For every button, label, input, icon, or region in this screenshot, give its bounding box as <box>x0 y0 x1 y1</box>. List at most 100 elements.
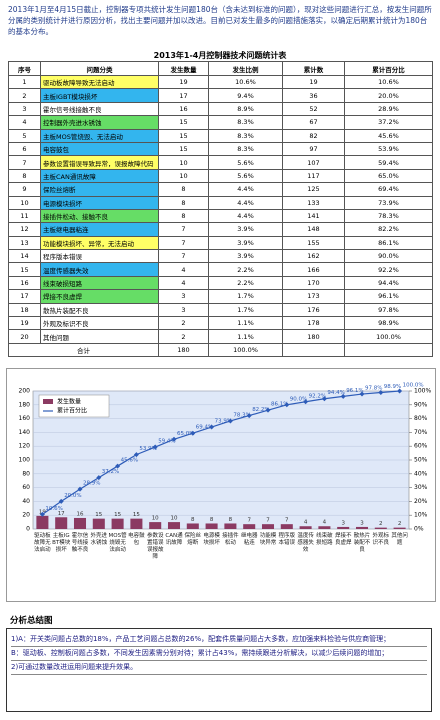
line-marker <box>321 396 327 402</box>
y2-tick-label: 50% <box>414 457 428 464</box>
table-row: 18 散热片装配不良 3 1.7% 176 97.8% <box>8 302 433 318</box>
line-marker <box>246 413 252 419</box>
line-value-label: 28.9% <box>83 481 100 487</box>
bar-value-label: 8 <box>210 517 214 523</box>
table-cell: 19 <box>158 74 209 90</box>
bar-value-label: 2 <box>379 521 383 527</box>
line-value-label: 53.9% <box>139 446 156 452</box>
table-cell: 1.7% <box>208 302 283 318</box>
line-marker <box>284 402 290 408</box>
header-cell: 累计数 <box>282 61 345 76</box>
table-cell: 2 <box>158 316 209 331</box>
x-tick-label: MOS管烧毁无法启动 <box>108 533 127 553</box>
y-tick-label: 160 <box>19 415 31 422</box>
table-cell: 14 <box>8 249 41 264</box>
x-tick-label: 参数设置错误误报故障 <box>146 533 164 560</box>
bar <box>92 518 105 529</box>
table-row: 7 参数设置错误导致异常，误报故障代码 10 5.6% 107 59.4% <box>8 155 433 170</box>
table-cell: 18 <box>8 302 41 318</box>
bar <box>280 524 293 529</box>
line-marker <box>39 511 45 517</box>
table-row: 19 外观及标识不良 2 1.1% 178 98.9% <box>8 316 433 331</box>
table-cell: 6 <box>8 141 41 157</box>
table-cell: 15 <box>158 115 209 130</box>
total-row: 合计 180 100.0% <box>8 342 433 358</box>
table-cell: 10 <box>8 195 41 210</box>
table-cell: 10.6% <box>344 74 433 90</box>
table-cell: 功能模块损坏、异常，无法启动 <box>40 235 159 251</box>
x-tick-label: 程序版本错误 <box>278 533 296 546</box>
bar <box>55 517 68 529</box>
bar-value-label: 10 <box>171 516 178 522</box>
table-cell: 162 <box>282 249 345 264</box>
table-cell <box>344 342 433 358</box>
table-row: 9 保险丝熔断 8 4.4% 125 69.4% <box>8 182 433 197</box>
stats-table: 序号 问题分类 发生数量 发生比例 累计数 累计百分比 1 驱动板故障导致无法启动 19 10.6… <box>8 61 433 358</box>
table-cell: 4 <box>158 262 209 277</box>
table-cell: 10 <box>158 155 209 170</box>
table-cell: 4 <box>158 275 209 291</box>
line-marker <box>359 391 365 397</box>
table-cell: 3 <box>158 302 209 318</box>
bar-value-label: 2 <box>398 521 402 527</box>
x-tick-label: 保险丝熔断 <box>184 533 202 546</box>
line-value-label: 10.6% <box>45 506 62 512</box>
bar-value-label: 15 <box>133 512 140 518</box>
bar <box>73 517 87 529</box>
table-cell: 16 <box>8 275 41 291</box>
x-tick-label: 外观标识不良 <box>372 533 390 546</box>
table-cell: 10 <box>158 168 209 184</box>
x-tick-label: 霍尔信号线接触不良 <box>71 533 89 553</box>
table-cell: 8.3% <box>208 128 283 143</box>
y2-tick-label: 90% <box>414 401 428 408</box>
bar-value-label: 15 <box>114 512 121 518</box>
y2-tick-label: 70% <box>414 429 428 436</box>
table-cell: 4 <box>8 115 41 130</box>
summary-line: B：驱动板、控制板问题占多数，不同发生因素需分别对待；累计占43%，需持续跟进分… <box>11 647 427 661</box>
table-cell: 98.9% <box>344 316 433 331</box>
bar <box>318 526 331 529</box>
table-cell: 20 <box>8 329 41 344</box>
table-row: 12 主板继电器粘连 7 3.9% 148 82.2% <box>8 222 433 237</box>
table-cell: 65.0% <box>344 168 433 184</box>
table-cell: 3 <box>8 101 41 117</box>
line-value-label: 45.6% <box>121 458 138 464</box>
bar <box>393 527 406 529</box>
bar <box>374 527 387 529</box>
table-cell: 45.6% <box>344 128 433 143</box>
table-cell: 13 <box>8 235 41 251</box>
table-cell: 166 <box>282 262 345 277</box>
x-tick-label: 主板IGBT模块损坏 <box>52 533 71 553</box>
y-tick-label: 60 <box>22 484 30 491</box>
line-value-label: 59.4% <box>158 439 175 445</box>
table-cell: 15 <box>8 262 41 277</box>
legend-label: 累计百分比 <box>57 407 87 415</box>
total-label: 合计 <box>8 342 159 358</box>
bar-value-label: 8 <box>229 517 233 523</box>
table-cell: 67 <box>282 115 345 130</box>
table-cell: 控制器外壳进水锈蚀 <box>40 115 159 130</box>
table-cell: 19 <box>282 74 345 90</box>
table-cell: 2.2% <box>208 275 283 291</box>
x-tick-label: CAN通讯故障 <box>165 533 183 546</box>
table-cell: 96.1% <box>344 289 433 304</box>
table-cell: 82 <box>282 128 345 143</box>
line-value-label: 92.2% <box>309 393 326 399</box>
summary-box: 1)A：开关类问题占总数的18%，产品工艺问题占总数的26%，配套件质量问题占大… <box>6 628 432 712</box>
y2-tick-label: 100% <box>414 388 431 395</box>
table-cell: 8 <box>158 208 209 224</box>
summary-line: 2)可通过数量改进运用问题来提升效果。 <box>11 661 427 675</box>
table-cell: 1.1% <box>208 316 283 331</box>
table-cell: 焊接不良虚焊 <box>40 289 159 304</box>
y2-tick-label: 10% <box>414 512 428 519</box>
line-marker <box>378 390 384 396</box>
table-cell: 1.1% <box>208 329 283 344</box>
table-cell: 73.9% <box>344 195 433 210</box>
table-row: 14 程序版本错误 7 3.9% 162 90.0% <box>8 249 433 264</box>
bar-value-label: 4 <box>304 520 308 526</box>
header-cell: 问题分类 <box>40 61 159 76</box>
line-value-label: 73.9% <box>215 419 232 425</box>
table-cell: 9.4% <box>208 88 283 103</box>
table-cell: 5.6% <box>208 155 283 170</box>
